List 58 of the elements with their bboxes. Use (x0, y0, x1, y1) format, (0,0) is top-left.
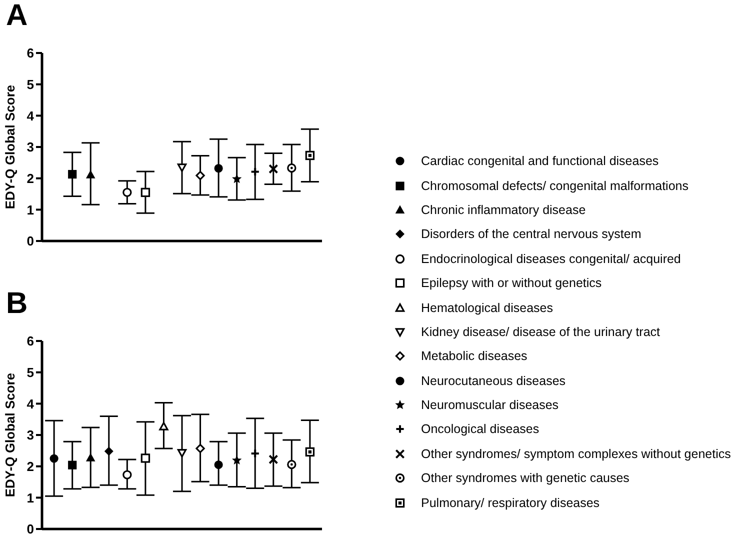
legend-label: Epilepsy with or without genetics (421, 276, 602, 290)
legend-label: Cardiac congenital and functional diseases (421, 154, 659, 168)
point (268, 164, 278, 174)
point (196, 444, 205, 454)
y-axis-title: EDY-Q Global Score (2, 84, 18, 210)
legend-label: Chronic inflammatory disease (421, 202, 586, 217)
point (287, 163, 296, 173)
point (86, 170, 95, 178)
point (140, 454, 150, 463)
y-tick-label: 1 (26, 490, 34, 506)
legend-label: Neuromuscular diseases (421, 398, 559, 412)
point (68, 170, 77, 179)
y-tick-label: 5 (26, 76, 34, 92)
point (68, 460, 77, 470)
point (177, 164, 187, 172)
y-tick-label: 1 (26, 202, 34, 218)
y-tick-label: 6 (26, 334, 34, 349)
point (50, 454, 58, 463)
y-tick-label: 3 (26, 428, 34, 443)
legend-label: Other syndromes with genetic causes (421, 471, 630, 486)
legend-label: Endocrinological diseases congenital/ acquired (421, 252, 681, 266)
legend-label: Kidney disease/ disease of the urinary tract (421, 324, 660, 339)
legend-label: Oncological diseases (421, 422, 540, 436)
y-tick-label: 6 (26, 46, 34, 61)
point (140, 188, 150, 198)
point (104, 446, 114, 456)
legend-label: Disorders of the central nervous system (421, 227, 642, 242)
y-tick-label: 2 (26, 458, 34, 474)
point (305, 150, 315, 160)
point (177, 449, 187, 458)
point (232, 456, 241, 464)
legend-label: Hematological diseases (421, 300, 554, 315)
y-axis-title: EDY-Q Global Score (2, 372, 18, 498)
legend-label: Other syndromes/ symptom complexes without genetics (421, 446, 731, 461)
point (268, 454, 278, 464)
y-tick-label: 2 (26, 170, 34, 186)
point (122, 188, 132, 198)
y-tick-label: 3 (26, 140, 34, 155)
point (159, 422, 168, 430)
y-tick-label: 5 (26, 364, 34, 380)
point (214, 164, 223, 173)
point (122, 470, 132, 480)
y-tick-label: 0 (26, 234, 34, 249)
point (86, 454, 95, 462)
point (196, 170, 205, 180)
point (232, 174, 241, 183)
chart-title: A (6, 0, 28, 32)
legend-label: Pulmonary/ respiratory diseases (421, 496, 600, 510)
legend-label: Chromosomal defects/ congenital malformations (421, 178, 688, 193)
point (305, 447, 315, 457)
legend-label: Neurocutaneous diseases (421, 374, 566, 388)
legend-label: Metabolic diseases (421, 349, 528, 364)
point (287, 460, 296, 470)
point (214, 460, 223, 470)
chart-title: B (6, 287, 28, 320)
y-tick-label: 0 (26, 522, 34, 537)
y-tick-label: 4 (26, 396, 35, 412)
y-tick-label: 4 (26, 108, 35, 124)
